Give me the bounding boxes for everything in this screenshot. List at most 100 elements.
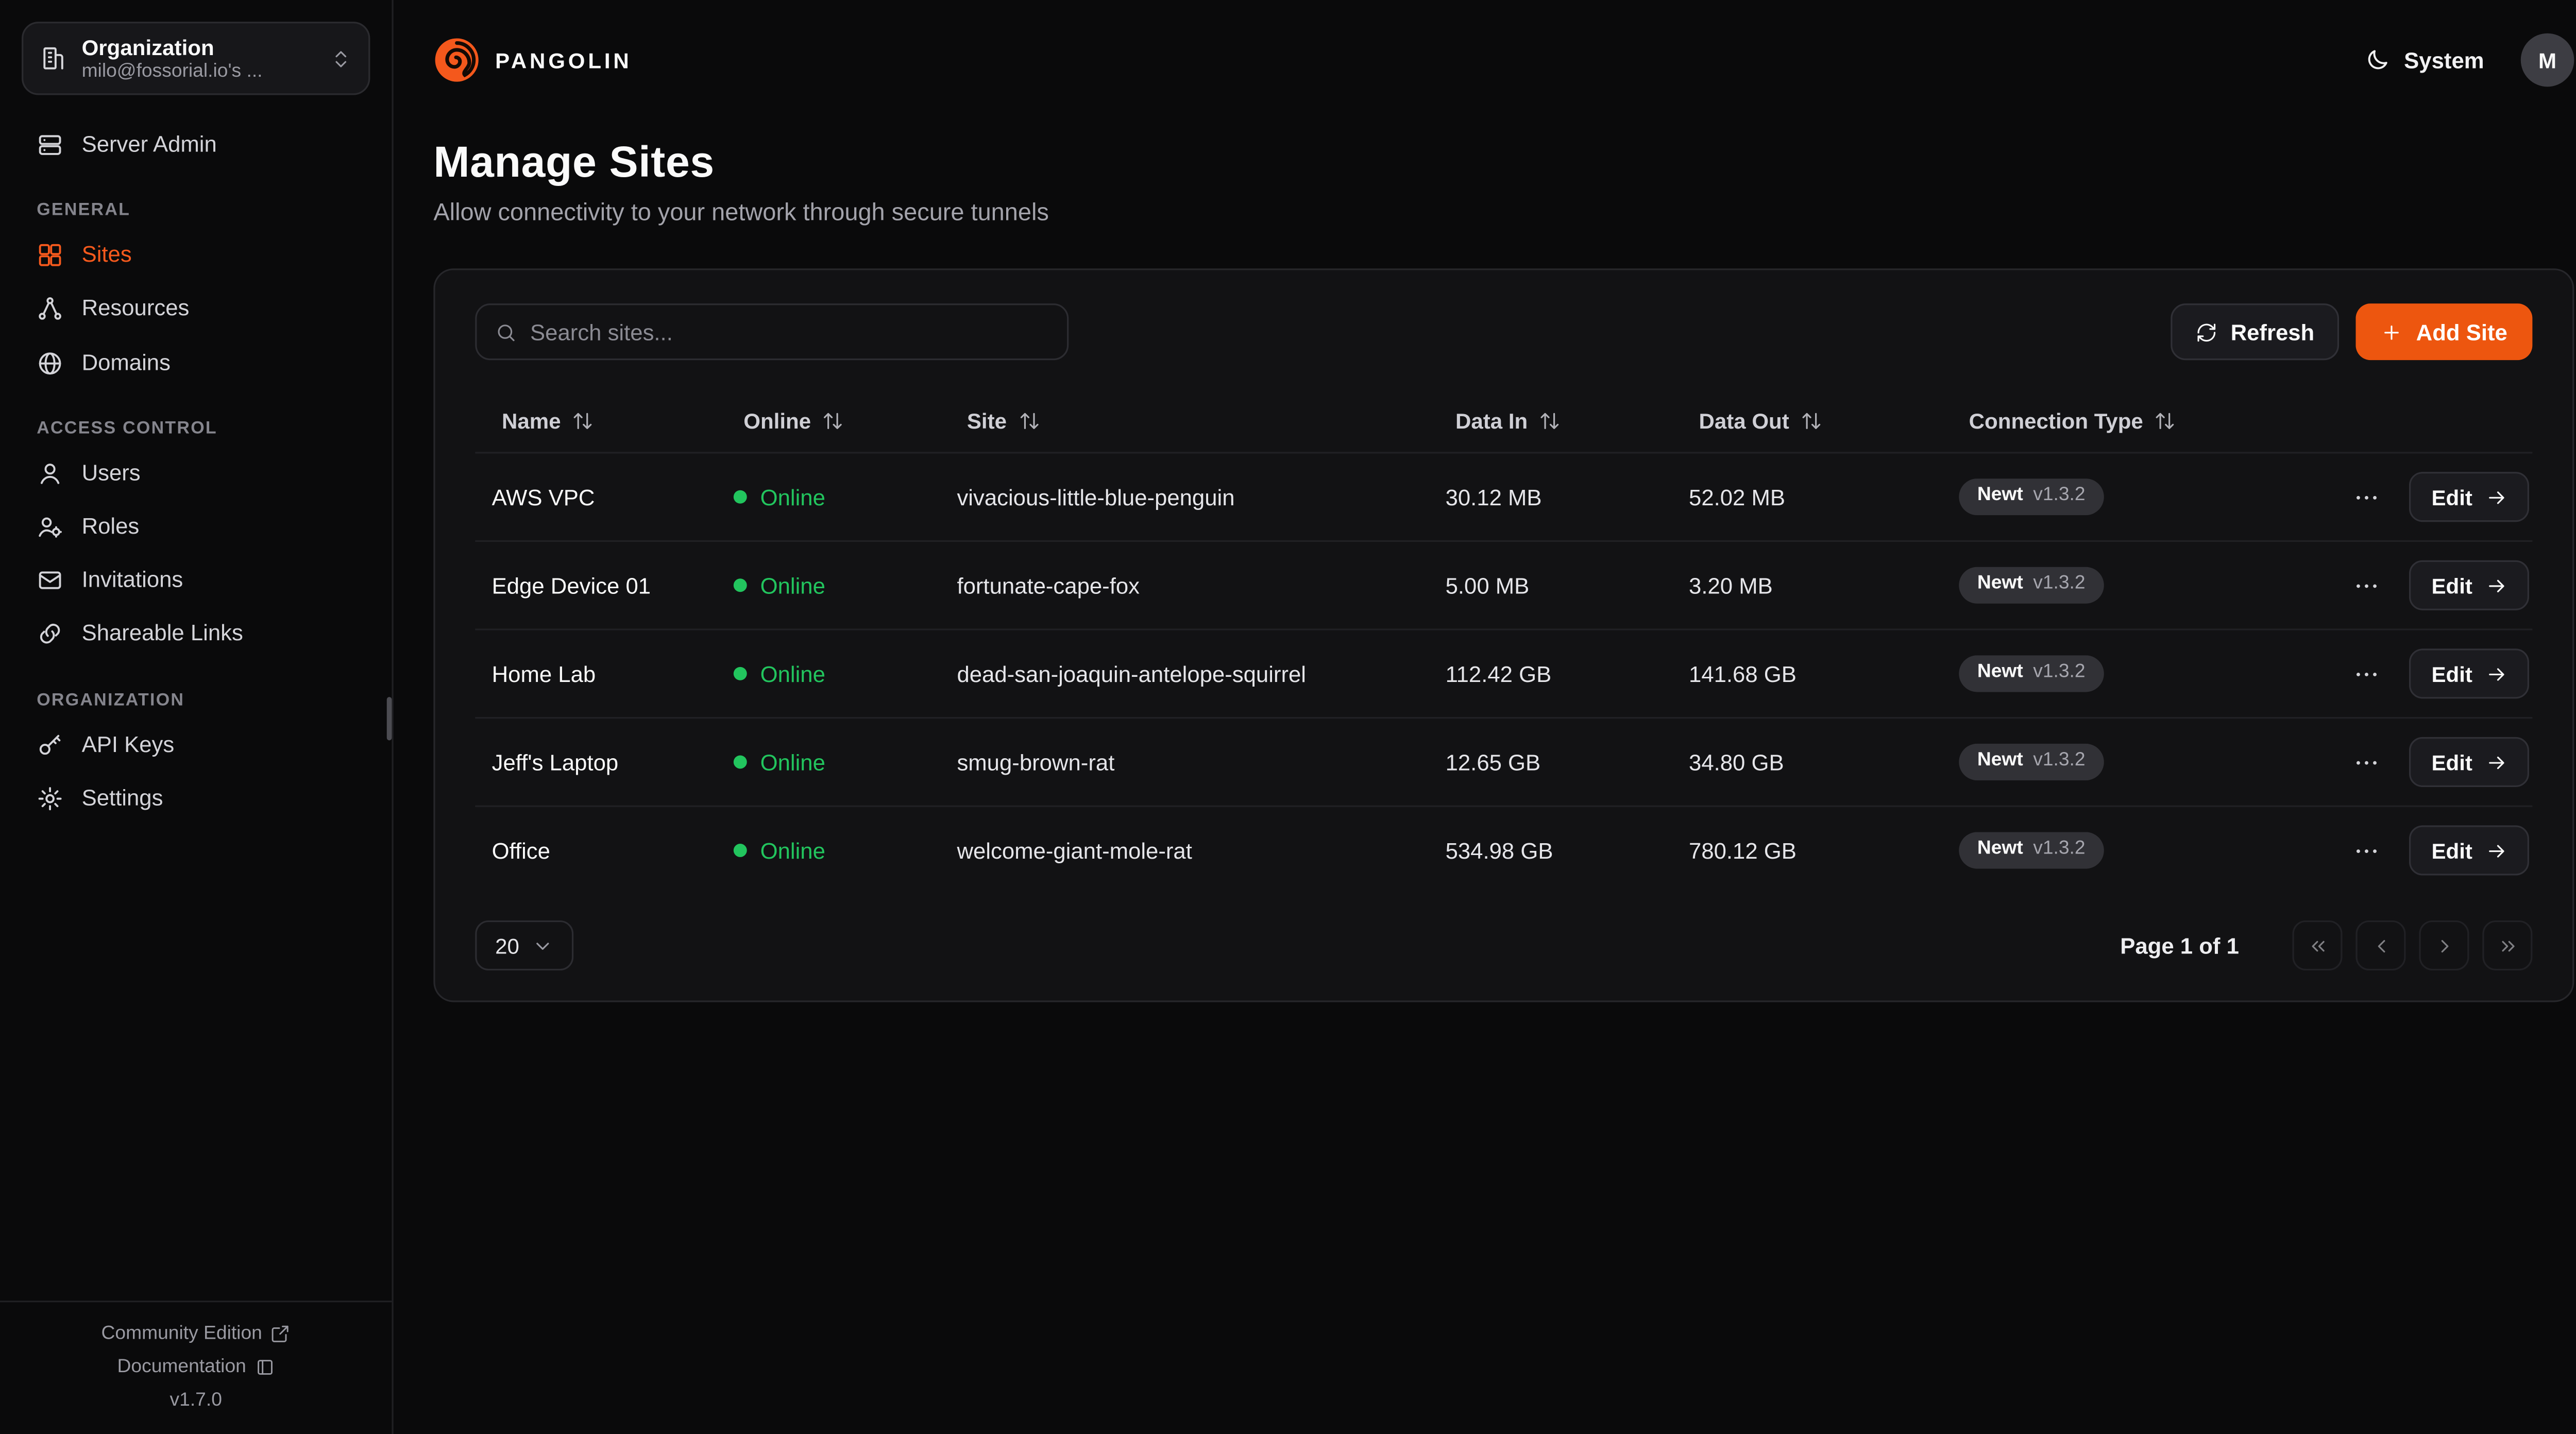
brand-name: PANGOLIN xyxy=(495,47,632,73)
table-row: Home Lab Online dead-san-joaquin-antelop… xyxy=(475,628,2533,717)
column-header-site[interactable]: Site xyxy=(940,407,1429,433)
edit-button[interactable]: Edit xyxy=(2410,472,2529,522)
cell-connection-type: Newt v1.3.2 xyxy=(1942,744,2259,780)
cell-actions: Edit xyxy=(2259,737,2533,787)
org-selector[interactable]: Organization milo@fossorial.io's ... xyxy=(22,22,370,95)
edit-label: Edit xyxy=(2431,749,2472,775)
sidebar-item-server-admin[interactable]: Server Admin xyxy=(22,118,370,172)
chevrons-up-down-icon xyxy=(330,47,352,69)
edit-label: Edit xyxy=(2431,572,2472,598)
cell-data-out: 34.80 GB xyxy=(1689,749,1784,775)
page-subtitle: Allow connectivity to your network throu… xyxy=(433,200,1049,227)
sidebar-item-domains[interactable]: Domains xyxy=(22,336,370,390)
search-input[interactable] xyxy=(530,319,1049,345)
column-header-data-out[interactable]: Data Out xyxy=(1672,407,1942,433)
sidebar-item-sites[interactable]: Sites xyxy=(22,229,370,282)
column-label: Site xyxy=(967,407,1007,433)
table-header-row: Name Online Site Data In xyxy=(475,388,2532,452)
avatar[interactable]: M xyxy=(2520,33,2574,87)
previous-page-button[interactable] xyxy=(2355,920,2406,971)
combine-icon xyxy=(37,242,63,269)
add-site-label: Add Site xyxy=(2416,319,2507,345)
connection-version: v1.3.2 xyxy=(2033,573,2086,594)
org-selector-title: Organization xyxy=(81,34,214,60)
online-status-label: Online xyxy=(760,838,825,863)
cell-name: Edge Device 01 xyxy=(492,572,651,598)
refresh-button[interactable]: Refresh xyxy=(2171,303,2340,361)
cell-online: Online xyxy=(717,661,940,686)
avatar-initial: M xyxy=(2538,47,2557,73)
edit-button[interactable]: Edit xyxy=(2410,560,2529,610)
waypoints-icon xyxy=(37,296,63,323)
sites-card: Refresh Add Site Name xyxy=(433,268,2574,1002)
connection-version: v1.3.2 xyxy=(2033,662,2086,682)
sidebar-item-shareable-links[interactable]: Shareable Links xyxy=(22,607,370,661)
edit-button[interactable]: Edit xyxy=(2410,737,2529,787)
sidebar-item-resources[interactable]: Resources xyxy=(22,282,370,336)
edit-label: Edit xyxy=(2431,484,2472,509)
connection-version: v1.3.2 xyxy=(2033,485,2086,506)
theme-toggle-label: System xyxy=(2404,47,2484,73)
community-edition-link[interactable]: Community Edition xyxy=(101,1324,291,1344)
column-header-online[interactable]: Online xyxy=(717,407,940,433)
top-bar: PANGOLIN System M xyxy=(394,0,2576,120)
row-menu-button[interactable] xyxy=(2353,659,2381,688)
sidebar-item-label: Roles xyxy=(81,513,140,539)
sidebar-scrollbar-thumb[interactable] xyxy=(386,697,392,741)
table-footer: 20 Page 1 of 1 xyxy=(475,920,2533,971)
cell-data-out: 780.12 GB xyxy=(1689,838,1797,863)
edit-button[interactable]: Edit xyxy=(2410,648,2529,699)
cell-connection-type: Newt v1.3.2 xyxy=(1942,655,2259,692)
chevron-down-icon xyxy=(533,934,554,956)
cell-actions: Edit xyxy=(2259,472,2533,522)
page-size-value: 20 xyxy=(495,933,519,958)
sidebar-item-settings[interactable]: Settings xyxy=(22,772,370,825)
sidebar-item-roles[interactable]: Roles xyxy=(22,500,370,554)
column-header-name[interactable]: Name xyxy=(475,407,717,433)
column-label: Name xyxy=(502,407,561,433)
column-header-connection-type[interactable]: Connection Type xyxy=(1942,407,2259,433)
search-box xyxy=(475,303,1069,361)
table-row: Jeff's Laptop Online smug-brown-rat 12.6… xyxy=(475,717,2533,806)
sidebar-section-access-control: ACCESS CONTROL xyxy=(37,418,217,438)
sort-icon xyxy=(572,409,594,431)
edit-label: Edit xyxy=(2431,661,2472,687)
page-size-select[interactable]: 20 xyxy=(475,920,574,971)
add-site-button[interactable]: Add Site xyxy=(2356,303,2533,361)
table-row: Edge Device 01 Online fortunate-cape-fox… xyxy=(475,540,2533,629)
cell-online: Online xyxy=(717,838,940,863)
connection-name: Newt xyxy=(1977,750,2023,771)
row-menu-button[interactable] xyxy=(2353,483,2381,511)
chevrons-left-icon xyxy=(2307,934,2328,956)
cell-online: Online xyxy=(717,749,940,775)
row-menu-button[interactable] xyxy=(2353,748,2381,776)
sidebar-item-api-keys[interactable]: API Keys xyxy=(22,718,370,772)
connection-name: Newt xyxy=(1977,839,2023,859)
first-page-button[interactable] xyxy=(2292,920,2343,971)
cell-data-out: 52.02 MB xyxy=(1689,484,1786,509)
next-page-button[interactable] xyxy=(2419,920,2469,971)
main-area: PANGOLIN System M Manage Sites Allow con… xyxy=(394,0,2576,1434)
theme-toggle[interactable]: System xyxy=(2364,47,2484,74)
column-label: Connection Type xyxy=(1969,407,2143,433)
sites-table: Name Online Site Data In xyxy=(475,388,2533,894)
key-icon xyxy=(37,731,63,758)
link-icon xyxy=(37,621,63,648)
sidebar-item-invitations[interactable]: Invitations xyxy=(22,554,370,607)
sites-toolbar: Refresh Add Site xyxy=(475,303,2533,361)
connection-name: Newt xyxy=(1977,573,2023,594)
last-page-button[interactable] xyxy=(2482,920,2533,971)
documentation-link[interactable]: Documentation xyxy=(117,1357,275,1377)
sort-icon xyxy=(1539,409,1561,431)
sidebar-item-label: Sites xyxy=(81,242,132,267)
sidebar-item-users[interactable]: Users xyxy=(22,447,370,500)
row-menu-button[interactable] xyxy=(2353,571,2381,600)
org-selector-subtitle: milo@fossorial.io's ... xyxy=(81,62,263,83)
ellipsis-icon xyxy=(2353,836,2381,864)
row-menu-button[interactable] xyxy=(2353,836,2381,864)
cell-connection-type: Newt v1.3.2 xyxy=(1942,479,2259,515)
edit-button[interactable]: Edit xyxy=(2410,825,2529,876)
page-title: Manage Sites xyxy=(433,136,715,187)
column-header-data-in[interactable]: Data In xyxy=(1429,407,1672,433)
